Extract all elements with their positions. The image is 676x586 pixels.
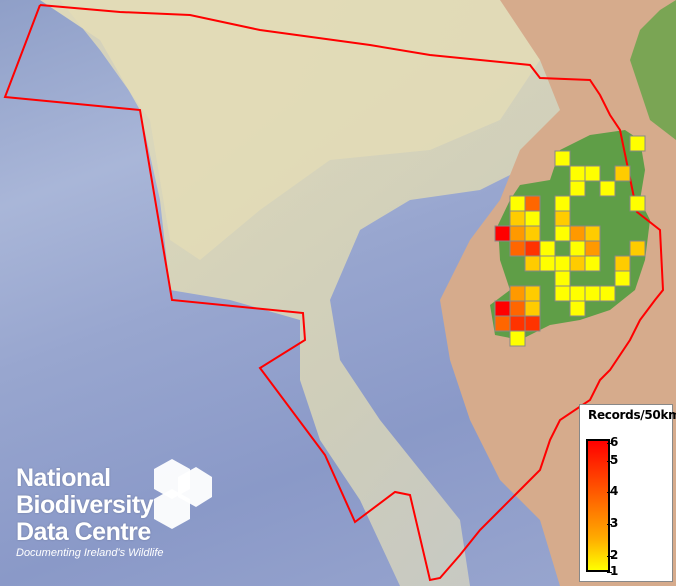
- grid-cell-records-1[interactable]: [554, 285, 571, 302]
- grid-cell-records-1[interactable]: [554, 255, 571, 272]
- grid-cell-records-3[interactable]: [509, 285, 526, 302]
- legend-tick: [607, 572, 612, 573]
- grid-cell-records-4[interactable]: [494, 315, 511, 332]
- legend-tick-label: 1: [610, 564, 619, 578]
- grid-cell-records-1[interactable]: [509, 330, 526, 347]
- logo-tagline: Documenting Ireland's Wildlife: [16, 547, 164, 559]
- legend-tick-label: 6: [610, 435, 619, 449]
- grid-cell-records-6[interactable]: [494, 225, 511, 242]
- legend-tick: [607, 556, 612, 557]
- legend-tick: [607, 443, 612, 444]
- grid-cell-records-1[interactable]: [599, 285, 616, 302]
- grid-cell-records-2[interactable]: [614, 255, 631, 272]
- grid-cell-records-1[interactable]: [539, 240, 556, 257]
- grid-cell-records-5[interactable]: [524, 315, 541, 332]
- grid-cell-records-2[interactable]: [524, 225, 541, 242]
- legend-color-ramp: [586, 439, 610, 572]
- grid-cell-records-1[interactable]: [554, 150, 571, 167]
- legend-tick-label: 4: [610, 484, 619, 498]
- grid-cell-records-1[interactable]: [539, 255, 556, 272]
- legend-tick-label: 2: [610, 548, 619, 562]
- legend-tick: [607, 492, 612, 493]
- grid-cell-records-2[interactable]: [524, 300, 541, 317]
- grid-cell-records-1[interactable]: [629, 135, 646, 152]
- grid-cell-records-5[interactable]: [524, 240, 541, 257]
- grid-cell-records-1[interactable]: [569, 165, 586, 182]
- shallow-shelf: [60, 0, 540, 260]
- grid-cell-records-2[interactable]: [509, 210, 526, 227]
- legend-tick-label: 3: [610, 516, 619, 530]
- legend-title: Records/50km: [588, 408, 676, 422]
- grid-cell-records-2[interactable]: [584, 225, 601, 242]
- grid-cell-records-4[interactable]: [509, 240, 526, 257]
- grid-cell-records-6[interactable]: [494, 300, 511, 317]
- grid-cell-records-3[interactable]: [509, 225, 526, 242]
- grid-cell-records-4[interactable]: [509, 300, 526, 317]
- great-britain-vegetation: [630, 0, 676, 140]
- logo-line-3: Data Centre: [16, 518, 151, 546]
- grid-cell-records-2[interactable]: [569, 255, 586, 272]
- grid-cell-records-1[interactable]: [599, 180, 616, 197]
- legend-tick: [607, 524, 612, 525]
- nbdc-logo: National Biodiversity Data Centre Docume…: [16, 459, 212, 559]
- grid-cell-records-4[interactable]: [524, 195, 541, 212]
- grid-cell-records-1[interactable]: [569, 240, 586, 257]
- grid-cell-records-1[interactable]: [554, 225, 571, 242]
- grid-cell-records-3[interactable]: [584, 240, 601, 257]
- grid-cell-records-1[interactable]: [569, 300, 586, 317]
- grid-cell-records-1[interactable]: [554, 195, 571, 212]
- legend-tick: [607, 461, 612, 462]
- grid-cell-records-1[interactable]: [509, 195, 526, 212]
- grid-cell-records-1[interactable]: [554, 270, 571, 287]
- grid-cell-records-1[interactable]: [524, 210, 541, 227]
- logo-line-2: Biodiversity: [16, 491, 154, 519]
- records-legend: Records/50km 6 5 4 3 2 1: [579, 404, 676, 582]
- grid-cell-records-2[interactable]: [524, 255, 541, 272]
- grid-cell-records-1[interactable]: [569, 285, 586, 302]
- grid-cell-records-3[interactable]: [569, 225, 586, 242]
- logo-hexagon-icon: [154, 459, 212, 529]
- eez-boundary-line: [3, 4, 665, 582]
- grid-cell-records-5[interactable]: [509, 315, 526, 332]
- grid-cell-records-2[interactable]: [629, 240, 646, 257]
- legend-tick-label: 5: [610, 453, 619, 467]
- grid-cell-records-1[interactable]: [584, 285, 601, 302]
- grid-cell-records-1[interactable]: [584, 165, 601, 182]
- grid-cell-records-1[interactable]: [629, 195, 646, 212]
- grid-cell-records-2[interactable]: [554, 210, 571, 227]
- logo-line-1: National: [16, 464, 111, 492]
- grid-cell-records-2[interactable]: [614, 165, 631, 182]
- grid-cell-records-2[interactable]: [524, 285, 541, 302]
- grid-cell-records-1[interactable]: [614, 270, 631, 287]
- grid-cell-records-1[interactable]: [584, 255, 601, 272]
- grid-cell-records-1[interactable]: [569, 180, 586, 197]
- record-grid-cells: [494, 135, 646, 347]
